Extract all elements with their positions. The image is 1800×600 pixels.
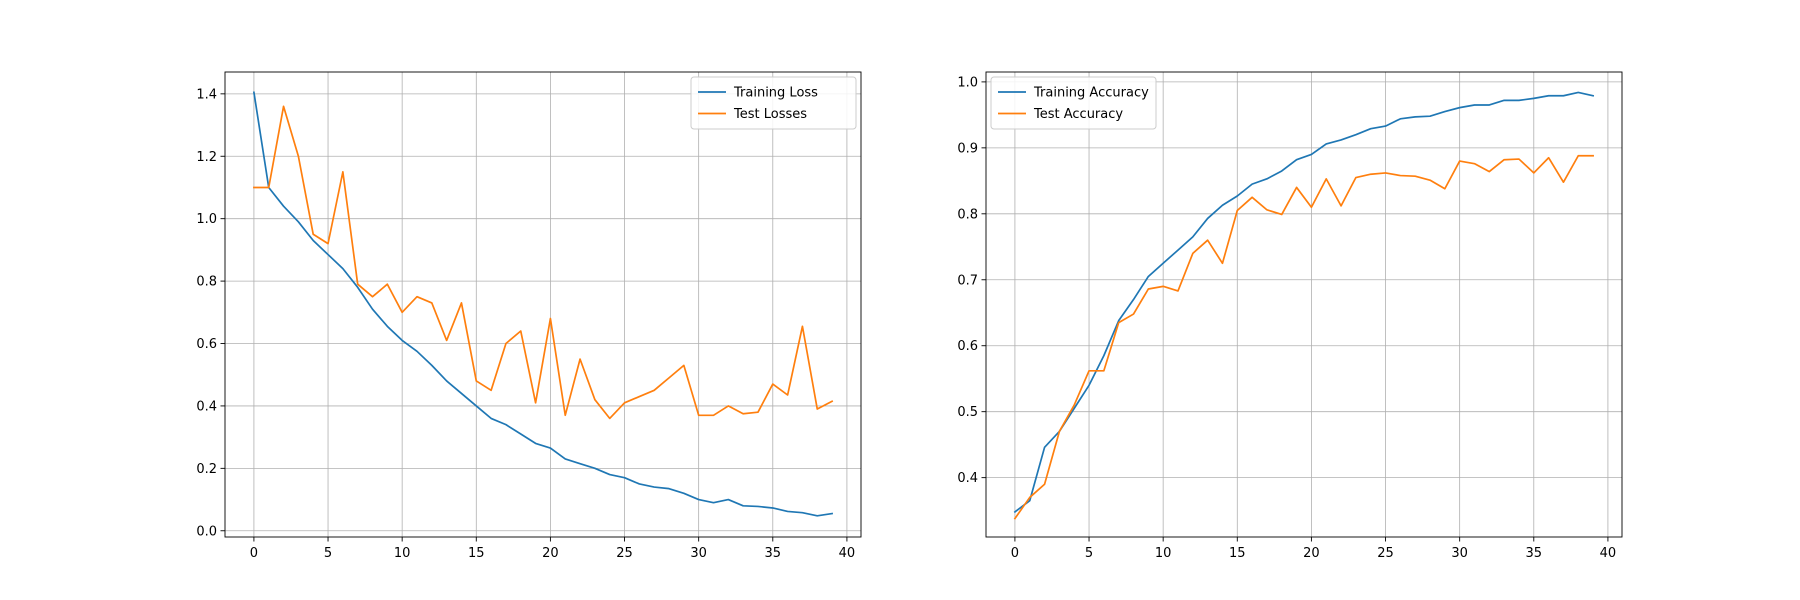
loss-legend-box [690, 76, 857, 130]
accuracy-x-tick-label-2: 10 [1155, 546, 1172, 561]
accuracy-legend: Training Accuracy Test Accuracy [990, 76, 1157, 130]
accuracy-y-tick-label-0: 0.4 [957, 471, 978, 486]
accuracy-legend-label-0: Training Accuracy [1033, 86, 1149, 101]
loss-y-tick-label-6: 1.2 [196, 150, 217, 165]
loss-x-tick-label-6: 30 [690, 546, 707, 561]
loss-axes-frame [224, 71, 862, 538]
accuracy-series-line-0 [1013, 91, 1595, 514]
accuracy-x-tick-label-7: 35 [1526, 546, 1543, 561]
accuracy-chart: 0 5 10 15 20 25 30 35 40 0.4 0.5 0.6 0.7 0.8 0.9 1.0 Tra… [957, 71, 1623, 561]
loss-y-tick-label-2: 0.4 [196, 399, 217, 414]
loss-chart: 0 5 10 15 20 25 30 35 40 0.0 0.2 0.4 0.6 0.8 1.0 1.2 1.4… [196, 71, 862, 561]
loss-series-line-1 [253, 105, 834, 420]
accuracy-x-tick-label-6: 30 [1451, 546, 1468, 561]
loss-y-tick-label-0: 0.0 [196, 524, 217, 539]
loss-x-tick-label-0: 0 [250, 546, 258, 561]
accuracy-x-tick-label-4: 20 [1303, 546, 1320, 561]
loss-x-tick-label-5: 25 [616, 546, 633, 561]
accuracy-x-tick-label-8: 40 [1600, 546, 1617, 561]
accuracy-x-tick-label-3: 15 [1229, 546, 1246, 561]
loss-x-tick-label-4: 20 [542, 546, 559, 561]
accuracy-x-tick-label-0: 0 [1011, 546, 1019, 561]
loss-y-tick-label-4: 0.8 [196, 275, 217, 290]
loss-y-tick-label-5: 1.0 [196, 212, 217, 227]
accuracy-legend-box [990, 76, 1157, 130]
loss-x-tick-label-7: 35 [765, 546, 782, 561]
loss-y-tick-label-1: 0.2 [196, 462, 217, 477]
loss-y-tick-label-7: 1.4 [196, 87, 217, 102]
accuracy-y-tick-label-1: 0.5 [957, 405, 978, 420]
loss-x-tick-label-2: 10 [394, 546, 411, 561]
accuracy-series-line-1 [1013, 154, 1594, 520]
loss-x-tick-label-3: 15 [468, 546, 485, 561]
accuracy-y-tick-label-3: 0.7 [957, 273, 978, 288]
loss-legend-label-0: Training Loss [733, 86, 818, 101]
loss-x-tick-label-8: 40 [839, 546, 856, 561]
loss-legend-label-1: Test Losses [733, 107, 807, 122]
accuracy-legend-label-1: Test Accuracy [1033, 107, 1123, 122]
accuracy-y-tick-label-5: 0.9 [957, 141, 978, 156]
accuracy-x-tick-label-5: 25 [1377, 546, 1394, 561]
accuracy-axes-frame [985, 71, 1623, 538]
accuracy-y-tick-label-4: 0.8 [957, 207, 978, 222]
accuracy-y-tick-label-6: 1.0 [957, 75, 978, 90]
accuracy-y-tick-label-2: 0.6 [957, 339, 978, 354]
loss-series-line-0 [252, 91, 834, 517]
loss-y-tick-label-3: 0.6 [196, 337, 217, 352]
accuracy-x-tick-label-1: 5 [1085, 546, 1093, 561]
loss-x-tick-label-1: 5 [324, 546, 332, 561]
loss-legend: Training Loss Test Losses [690, 76, 857, 130]
